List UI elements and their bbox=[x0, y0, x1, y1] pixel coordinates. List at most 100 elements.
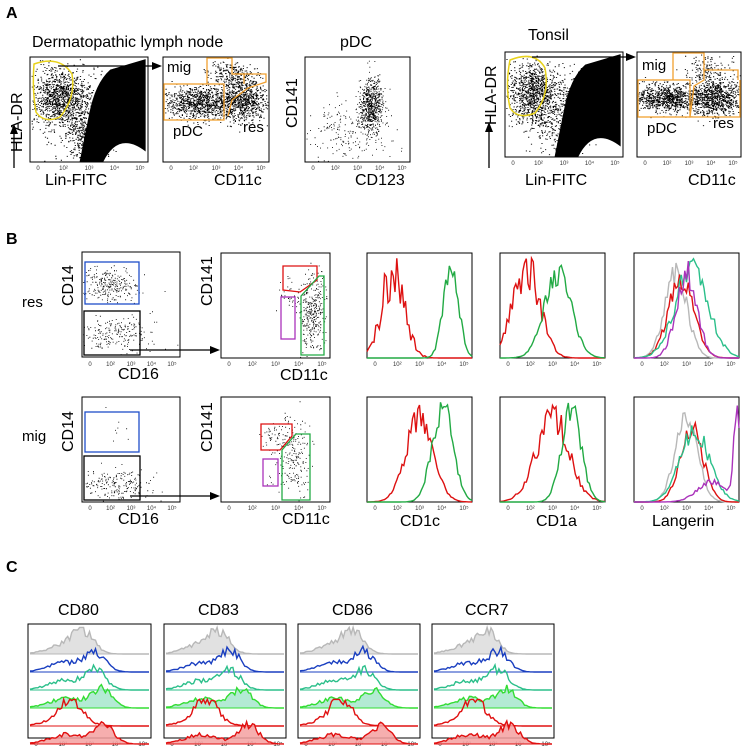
y-arrow-head-icon bbox=[485, 122, 493, 132]
x-tick-label: 10⁴ bbox=[375, 165, 385, 172]
histogram-line bbox=[499, 403, 606, 503]
x-tick-label: 0 bbox=[311, 166, 315, 172]
histogram-line bbox=[165, 719, 285, 745]
x-tick-label: 10³ bbox=[415, 362, 424, 368]
cd1a-label: CD1a bbox=[536, 513, 577, 530]
histogram-line bbox=[634, 405, 740, 503]
x-tick-label: 0 bbox=[506, 362, 510, 368]
histogram-fill bbox=[166, 721, 284, 744]
histogram-fill bbox=[30, 684, 149, 708]
event-dots bbox=[306, 60, 403, 162]
mig-cd141-cd11c-plot bbox=[220, 396, 331, 503]
tonsil-lin-hla-plot bbox=[504, 51, 636, 158]
cd11c-label-mig: CD11c bbox=[282, 511, 330, 528]
x-tick-label: 10⁴ bbox=[706, 160, 716, 167]
res-cd141-cd11c-plot bbox=[220, 252, 331, 359]
x-tick-label: 10⁵ bbox=[397, 165, 407, 172]
res-gate bbox=[227, 73, 267, 117]
x-tick-label: 10³ bbox=[127, 362, 136, 368]
res-gate bbox=[689, 70, 741, 118]
histogram-line bbox=[500, 402, 606, 503]
event-dots bbox=[31, 59, 134, 162]
row-res-label: res bbox=[22, 294, 43, 311]
x-tick-label: 10⁴ bbox=[704, 505, 714, 512]
x-tick-label: 10² bbox=[189, 166, 198, 172]
plot-frame bbox=[81, 396, 181, 503]
x-tick-label: 10³ bbox=[221, 742, 230, 748]
cd11c-label-a1: CD11c bbox=[214, 172, 262, 189]
histogram-fill bbox=[166, 627, 284, 654]
x-tick-label: 10² bbox=[663, 161, 672, 167]
x-tick-label: 10⁵ bbox=[459, 505, 469, 512]
x-tick-label: 0 bbox=[227, 506, 231, 512]
pdc-cd123-plot bbox=[304, 56, 411, 163]
x-tick-label: 10⁴ bbox=[437, 505, 447, 512]
y-arrow-head-icon bbox=[10, 124, 18, 134]
x-tick-label: 10³ bbox=[353, 166, 362, 172]
x-tick-label: 10² bbox=[526, 506, 535, 512]
x-tick-label: 10² bbox=[462, 742, 471, 748]
x-tick-label: 10⁴ bbox=[704, 361, 714, 368]
x-tick-label: 10² bbox=[526, 362, 535, 368]
mig-gate bbox=[672, 52, 739, 80]
histogram-fill bbox=[300, 687, 418, 708]
x-tick-label: 0 bbox=[34, 742, 38, 748]
x-tick-label: 10⁴ bbox=[294, 361, 304, 368]
x-tick-label: 10⁴ bbox=[147, 361, 157, 368]
x-tick-label: 10² bbox=[106, 362, 115, 368]
x-tick-label: 10⁵ bbox=[135, 165, 145, 172]
x-tick-label: 10⁵ bbox=[317, 505, 327, 512]
plot-frame bbox=[220, 252, 331, 359]
x-tick-label: 10³ bbox=[355, 742, 364, 748]
gate-res-label-2: res bbox=[713, 115, 734, 132]
x-tick-label: 10² bbox=[660, 506, 669, 512]
histogram-line bbox=[366, 404, 473, 503]
plot-frame bbox=[304, 56, 411, 163]
cd14-gate bbox=[84, 411, 140, 453]
x-tick-label: 0 bbox=[170, 742, 174, 748]
x-tick-label: 10² bbox=[331, 166, 340, 172]
x-tick-label: 10² bbox=[248, 362, 257, 368]
x-tick-label: 10³ bbox=[85, 166, 94, 172]
hist-frame-mig-langerin bbox=[633, 396, 740, 503]
cd14-label-res: CD14 bbox=[60, 265, 77, 306]
histogram-fill bbox=[300, 627, 418, 654]
x-tick-label: 10⁴ bbox=[110, 165, 120, 172]
x-tick-label: 10² bbox=[393, 506, 402, 512]
x-tick-label: 10³ bbox=[415, 506, 424, 512]
histogram-line bbox=[29, 720, 149, 745]
event-dots bbox=[638, 54, 741, 127]
cd141-label-mig: CD141 bbox=[199, 402, 216, 452]
x-tick-label: 10³ bbox=[682, 506, 691, 512]
x-tick-label: 0 bbox=[511, 161, 515, 167]
pdc-gate bbox=[637, 79, 691, 118]
x-tick-label: 0 bbox=[506, 506, 510, 512]
x-tick-label: 10² bbox=[534, 161, 543, 167]
histogram-line bbox=[634, 261, 739, 359]
x-tick-label: 0 bbox=[373, 506, 377, 512]
x-tick-label: 10⁵ bbox=[317, 361, 327, 368]
mig-cd14-cd16-plot bbox=[81, 396, 220, 503]
x-tick-label: 0 bbox=[640, 362, 644, 368]
dln-cd11c-plot bbox=[162, 56, 270, 163]
x-tick-label: 10² bbox=[660, 362, 669, 368]
x-tick-label: 10² bbox=[106, 506, 115, 512]
x-tick-label: 0 bbox=[227, 362, 231, 368]
red-gate bbox=[260, 423, 293, 451]
x-tick-label: 10⁵ bbox=[167, 505, 177, 512]
x-tick-label: 0 bbox=[304, 742, 308, 748]
pdc-plot-title: pDC bbox=[340, 34, 372, 51]
arrow-head-icon bbox=[210, 346, 220, 354]
mig-gate bbox=[206, 57, 245, 84]
x-tick-label: 10² bbox=[59, 166, 68, 172]
histogram-line bbox=[634, 425, 740, 503]
histogram-line bbox=[500, 263, 606, 359]
gate-res-label-1: res bbox=[243, 119, 264, 136]
event-density bbox=[79, 59, 146, 162]
cd1c-label: CD1c bbox=[400, 513, 440, 530]
event-dots bbox=[164, 58, 269, 133]
histogram-line bbox=[633, 257, 740, 359]
hla-dr-label-2: HLA-DR bbox=[483, 65, 500, 125]
x-tick-label: 10⁴ bbox=[147, 505, 157, 512]
